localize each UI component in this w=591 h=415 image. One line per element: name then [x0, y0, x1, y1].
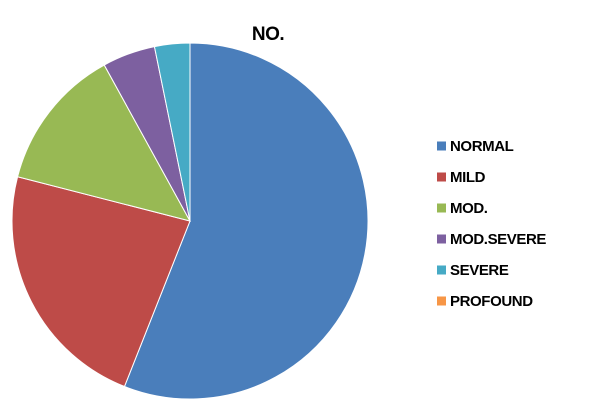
legend-swatch-mild: [437, 172, 446, 182]
pie-slice-severe: [153, 42, 191, 222]
legend-swatch-severe: [437, 265, 446, 275]
legend-swatch-mod-severe: [437, 234, 446, 244]
legend-swatch-normal: [437, 141, 446, 151]
legend-swatch-profound: [437, 296, 446, 306]
chart-legend: NORMAL MILD MOD. MOD.SEVERE SEVERE PROFOUND: [437, 138, 547, 310]
legend-label-mod-severe: MOD.SEVERE: [450, 231, 546, 248]
legend-label-profound: PROFOUND: [450, 293, 533, 310]
legend-label-mild: MILD: [450, 169, 486, 186]
legend-label-severe: SEVERE: [450, 262, 509, 279]
chart-title: NO.: [252, 24, 284, 45]
legend-label-mod: MOD.: [450, 200, 488, 217]
legend-label-normal: NORMAL: [450, 138, 514, 155]
pie-slice-mild: [11, 176, 191, 388]
pie-slices: [11, 42, 369, 400]
pie-slice-mod: [16, 64, 191, 222]
legend-swatch-mod: [437, 203, 446, 213]
pie-slice-normal: [123, 42, 369, 400]
